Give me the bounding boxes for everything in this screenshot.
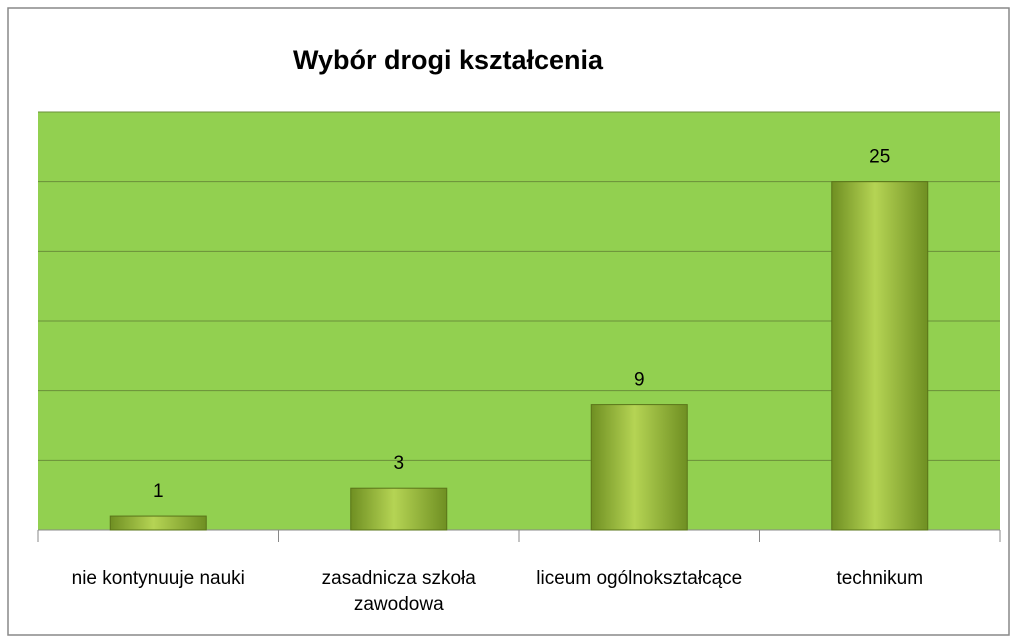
bar — [831, 181, 929, 531]
data-label: 3 — [393, 453, 404, 474]
bar — [350, 487, 448, 531]
x-tick-label: nie kontynuuje nauki — [71, 568, 245, 589]
x-tick-label: technikum — [836, 568, 924, 589]
data-label: 1 — [153, 481, 164, 502]
data-label: 25 — [869, 147, 890, 168]
data-label: 9 — [634, 370, 645, 391]
chart-title: Wybór drogi kształcenia — [293, 45, 604, 75]
bar — [109, 515, 207, 531]
x-tick-label: liceum ogólnokształcące — [536, 568, 743, 589]
bar — [590, 404, 688, 531]
x-tick-label: zasadnicza szkoła zawodowa — [321, 568, 476, 615]
